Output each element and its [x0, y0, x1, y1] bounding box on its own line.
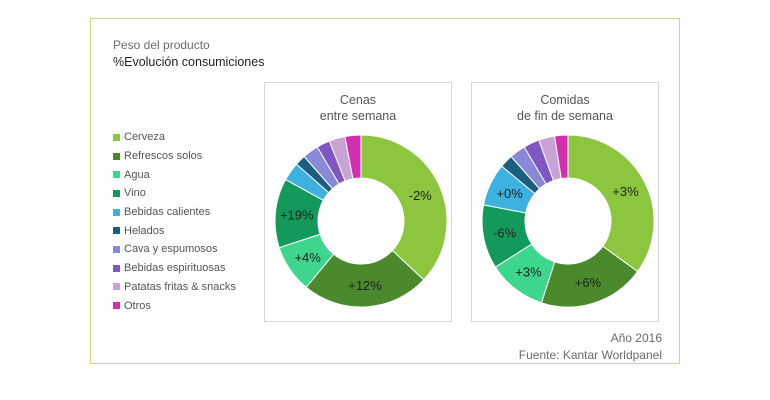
legend-label: Patatas fritas & snacks	[124, 280, 236, 293]
donut-slice	[553, 134, 569, 180]
legend-label: Bebidas calientes	[124, 206, 211, 219]
legend-label: Bebidas espirituosas	[124, 262, 226, 275]
slice-label: +6%	[575, 275, 602, 290]
legend-swatch	[113, 189, 120, 197]
donut-panel-cenas: Cenas entre semana -2% +12% +4% +19%	[264, 82, 452, 322]
legend-item: Helados	[113, 221, 236, 240]
legend-swatch	[113, 264, 120, 272]
chart-title: %Evolución consumiciones	[113, 55, 265, 69]
legend-item: Refrescos solos	[113, 147, 236, 166]
legend-item: Agua	[113, 165, 236, 184]
panel-title-line-1: Comidas	[540, 93, 590, 107]
legend-item: Cerveza	[113, 128, 236, 147]
donut-slice	[567, 134, 655, 273]
donut-slice	[360, 134, 448, 281]
donut-panel-comidas: Comidas de fin de semana +3% +6% +3% -6% +0%	[471, 82, 659, 322]
legend-swatch	[113, 302, 120, 310]
legend-item: Bebidas calientes	[113, 203, 236, 222]
footer-year: Año 2016	[610, 331, 662, 345]
donut-chart-comidas: +3% +6% +3% -6% +0%	[481, 134, 655, 308]
slice-label: +19%	[280, 207, 314, 222]
legend-swatch	[113, 283, 120, 291]
chart-frame	[90, 18, 680, 364]
legend-label: Vino	[124, 187, 146, 200]
legend-item: Bebidas espirituosas	[113, 259, 236, 278]
panel-title-line-2: de fin de semana	[517, 109, 613, 123]
slice-label: -6%	[493, 226, 517, 241]
legend-item: Cava y espumosos	[113, 240, 236, 259]
footer-source: Fuente: Kantar Worldpanel	[518, 348, 662, 362]
legend-label: Helados	[124, 224, 165, 237]
legend-swatch	[113, 133, 120, 141]
legend-label: Agua	[124, 168, 150, 181]
panel-title-line-1: Cenas	[339, 93, 377, 107]
slice-label: -2%	[409, 188, 433, 203]
slice-label: +0%	[496, 186, 523, 201]
donut-slice	[344, 134, 362, 180]
legend-label: Otros	[124, 299, 151, 312]
slice-label: +12%	[348, 278, 382, 293]
legend-swatch	[113, 245, 120, 253]
legend-item: Otros	[113, 296, 236, 315]
legend-swatch	[113, 227, 120, 235]
legend-item: Patatas fritas & snacks	[113, 278, 236, 297]
legend-label: Cerveza	[124, 131, 165, 144]
legend-label: Refrescos solos	[124, 150, 203, 163]
slice-label: +3%	[515, 264, 542, 279]
panel-title-comidas: Comidas de fin de semana	[472, 92, 658, 124]
legend-swatch	[113, 152, 120, 160]
legend-label: Cava y espumosos	[124, 243, 218, 256]
donut-chart-cenas: -2% +12% +4% +19%	[274, 134, 448, 308]
panel-title-cenas: Cenas entre semana	[265, 92, 451, 124]
donut-slice	[305, 249, 425, 308]
slice-label: +4%	[294, 250, 321, 265]
panel-title-line-2: entre semana	[319, 109, 397, 123]
chart-subtitle: Peso del producto	[113, 38, 210, 52]
legend-swatch	[113, 208, 120, 216]
legend: Cerveza Refrescos solos Agua Vino Bebidas ca…	[113, 128, 236, 315]
legend-swatch	[113, 171, 120, 179]
slice-label: +3%	[612, 184, 639, 199]
legend-item: Vino	[113, 184, 236, 203]
